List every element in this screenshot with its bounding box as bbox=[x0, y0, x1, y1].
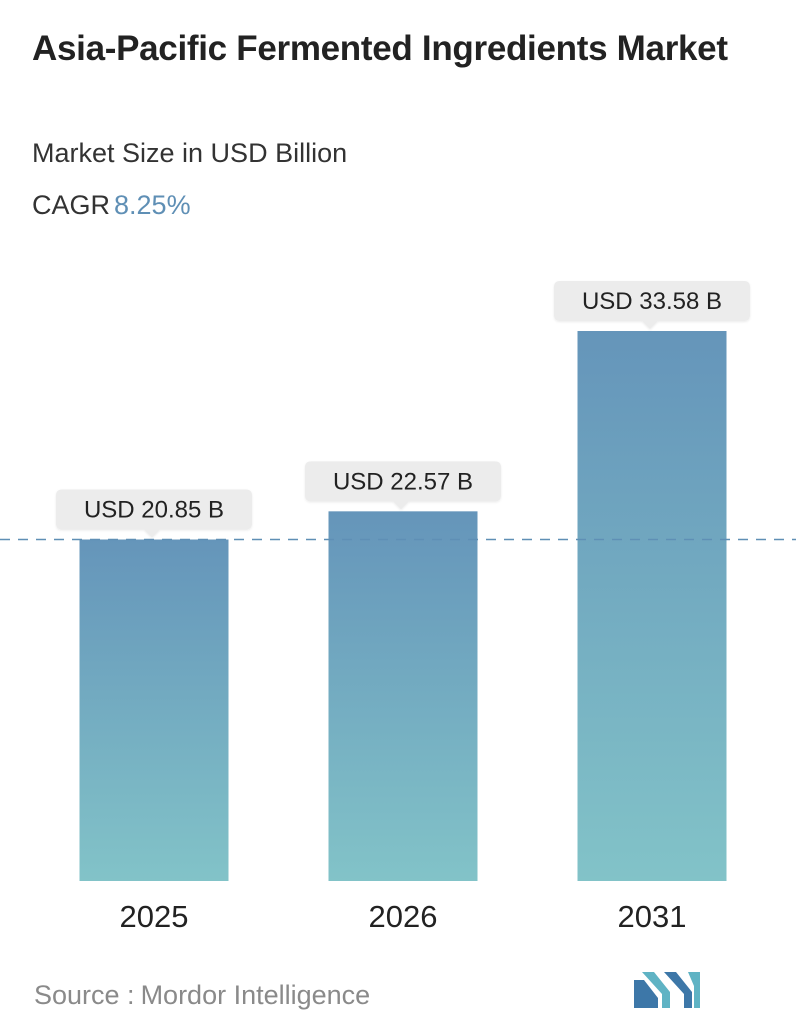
cagr-line: CAGR 8.25% bbox=[32, 190, 191, 221]
bar-2026 bbox=[328, 511, 478, 881]
data-label-box bbox=[554, 281, 750, 329]
chart-title: Asia-Pacific Fermented Ingredients Marke… bbox=[32, 29, 728, 68]
x-tick-label-2031: 2031 bbox=[618, 899, 687, 934]
bar-2025 bbox=[79, 539, 229, 881]
data-label-text: USD 22.57 B bbox=[333, 468, 473, 495]
cagr-value: 8.25% bbox=[114, 190, 191, 220]
data-labels-group: USD 20.85 B USD 22.57 B USD 33.58 B bbox=[56, 281, 750, 538]
data-label-2025: USD 20.85 B bbox=[56, 489, 252, 538]
x-tick-label-2026: 2026 bbox=[369, 899, 438, 934]
data-label-text: USD 20.85 B bbox=[84, 497, 224, 524]
x-axis-tick-labels: 2025 2026 2031 bbox=[120, 899, 687, 934]
cagr-label: CAGR bbox=[32, 190, 111, 220]
data-label-2031: USD 33.58 B bbox=[554, 281, 750, 329]
bars-group bbox=[79, 331, 727, 881]
data-label-box bbox=[56, 489, 252, 538]
data-label-2026: USD 22.57 B bbox=[305, 461, 501, 510]
data-label-box bbox=[305, 461, 501, 510]
source-line: Source : Mordor Intelligence bbox=[34, 980, 370, 1011]
data-label-text: USD 33.58 B bbox=[582, 288, 722, 315]
mordor-intelligence-logo-icon bbox=[634, 972, 700, 1008]
source-label: Source : bbox=[34, 980, 135, 1010]
x-tick-label-2025: 2025 bbox=[120, 899, 189, 934]
bar-2031 bbox=[577, 331, 727, 881]
chart-subtitle: Market Size in USD Billion bbox=[32, 138, 348, 168]
source-name: Mordor Intelligence bbox=[140, 980, 371, 1010]
